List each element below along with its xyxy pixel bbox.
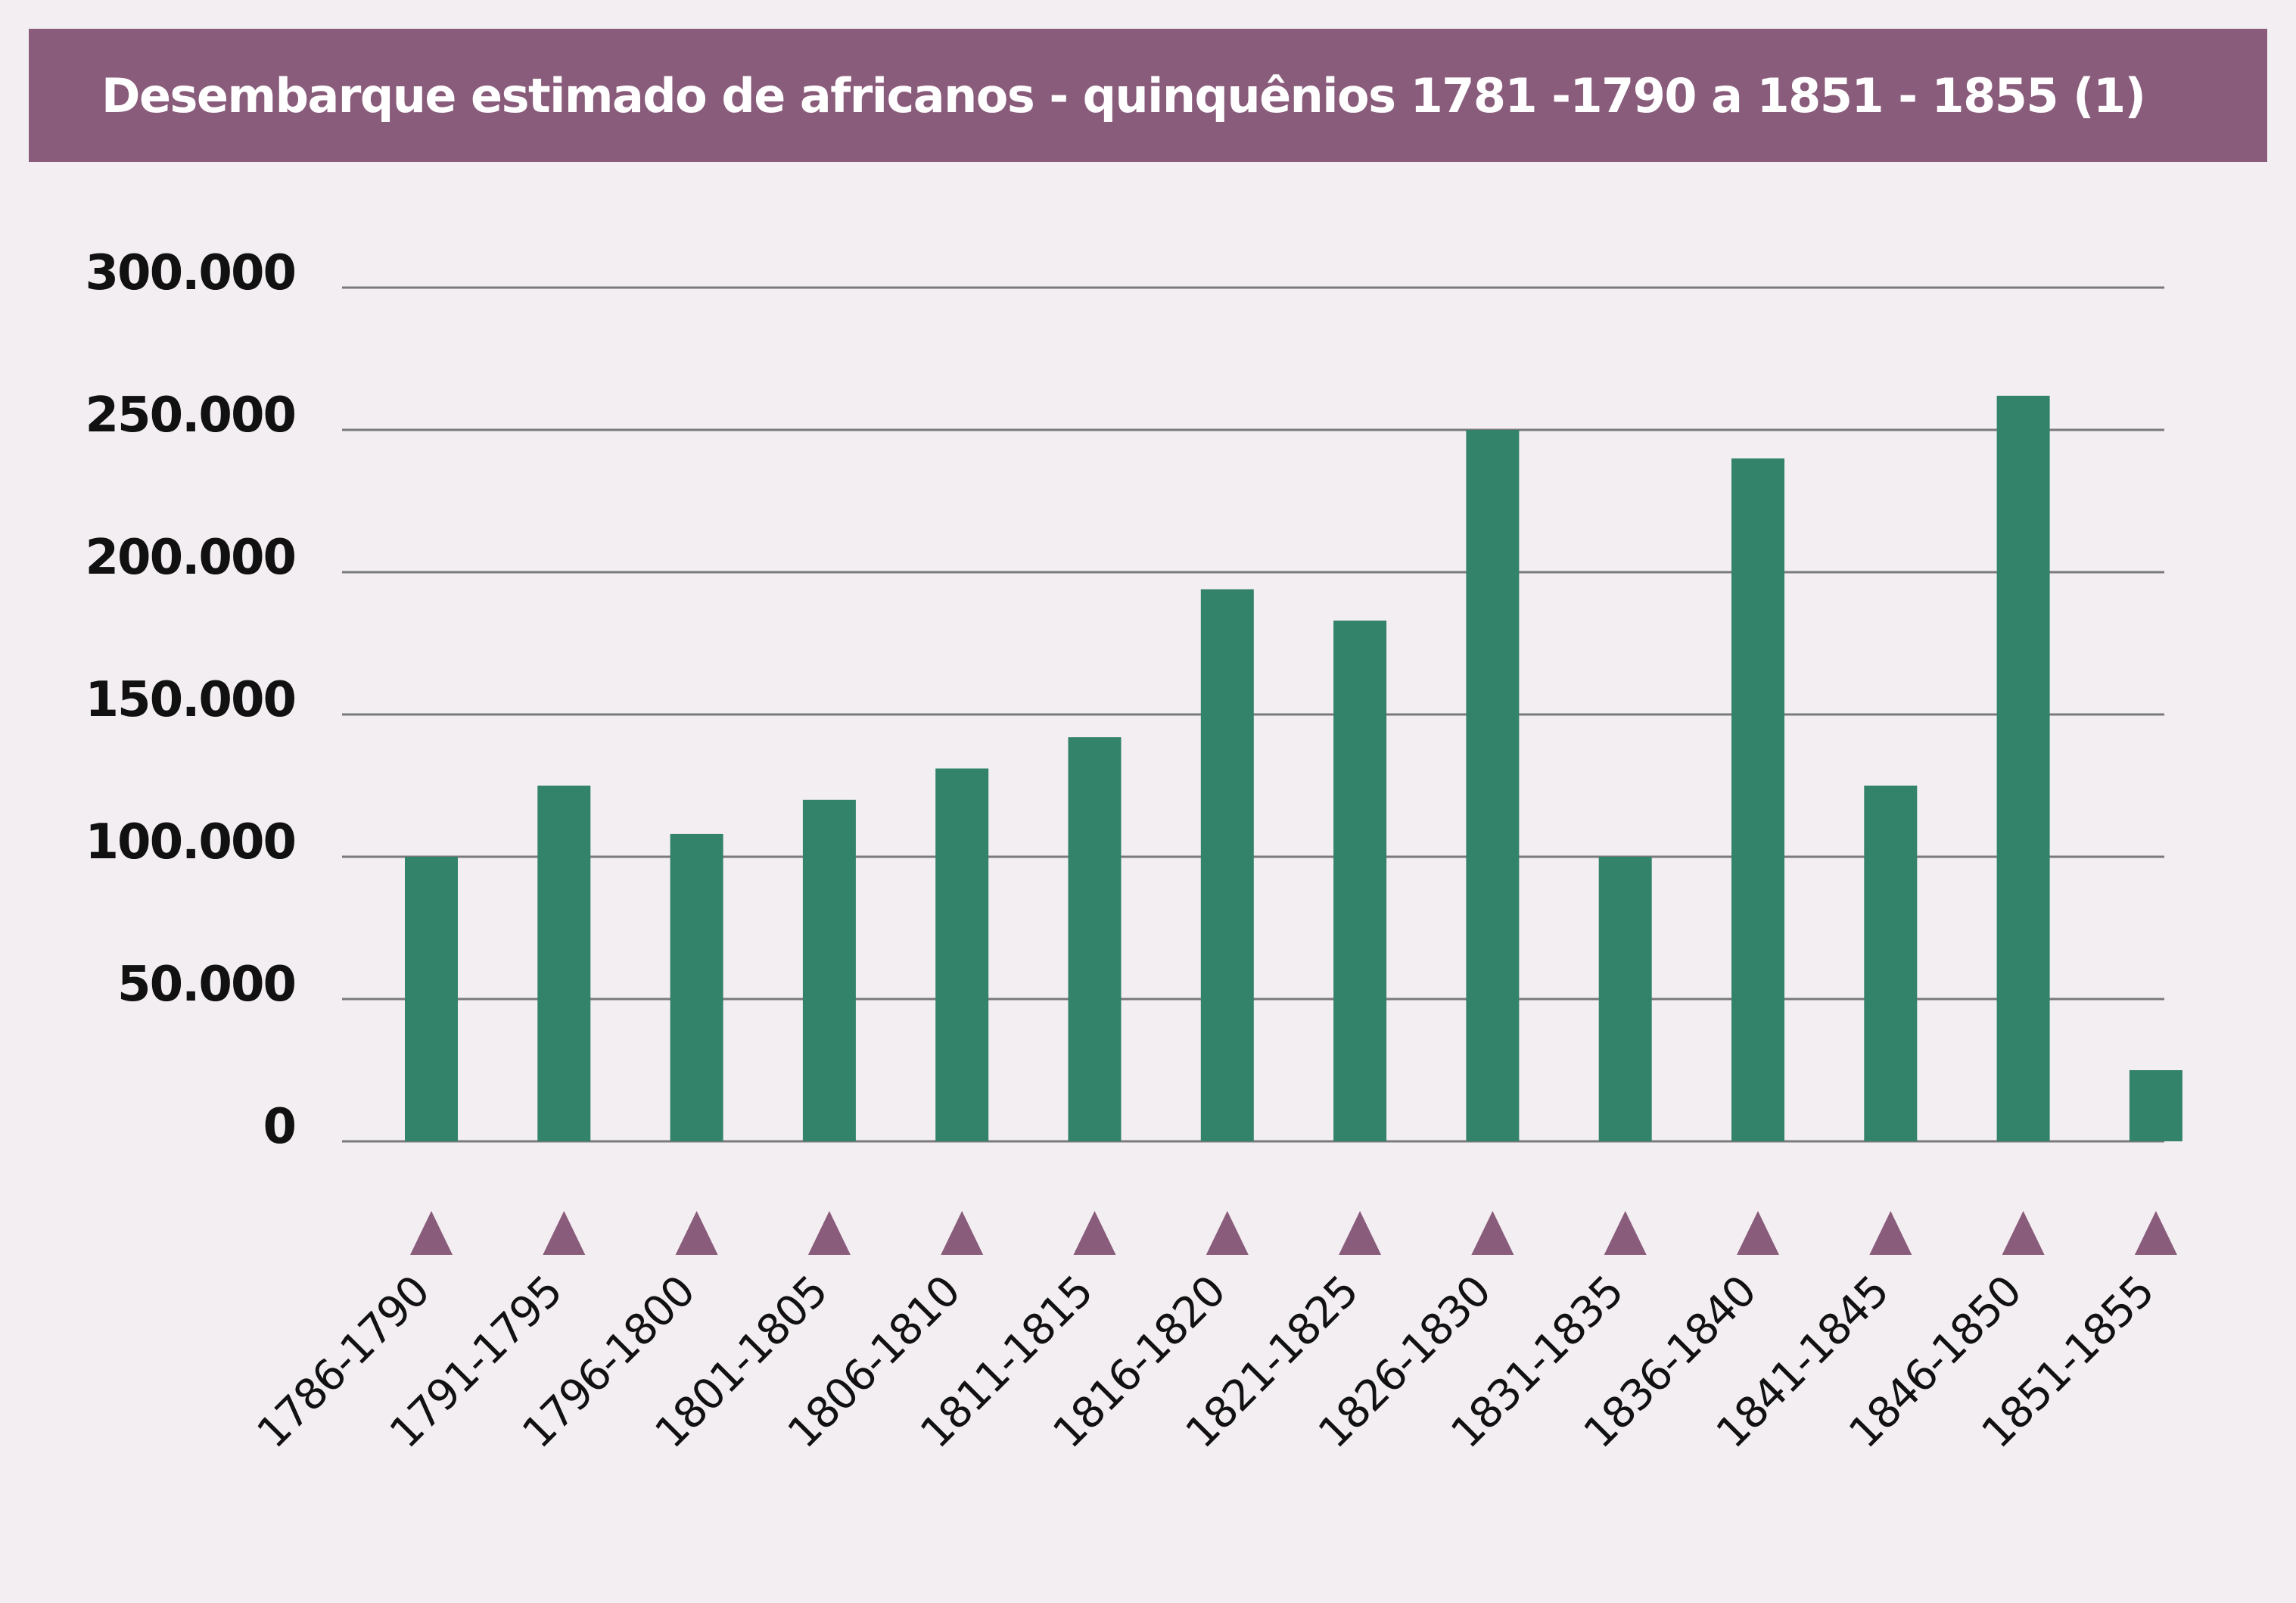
marker-triangle-1816-1820 — [1206, 1211, 1249, 1255]
y-tick-label-1: 50.000 — [117, 957, 295, 1013]
title-bar: Desembarque estimado de africanos - quin… — [29, 29, 2267, 162]
x-axis-ticks: 1786-17901791-17951796-18001801-18051806… — [248, 1267, 2164, 1458]
chart-title: Desembarque estimado de africanos - quin… — [101, 67, 2146, 123]
bar-1796-1800 — [670, 833, 723, 1141]
bar-1801-1805 — [802, 799, 856, 1141]
bar-1831-1835 — [1598, 857, 1652, 1141]
bar-1836-1840 — [1731, 458, 1784, 1141]
y-tick-label-4: 200.000 — [86, 530, 296, 586]
marker-triangle-1821-1825 — [1339, 1211, 1382, 1255]
marker-triangle-1841-1845 — [1869, 1211, 1912, 1255]
bar-1811-1815 — [1068, 737, 1122, 1141]
marker-triangle-1851-1855 — [2134, 1211, 2177, 1255]
bar-1846-1850 — [1996, 395, 2050, 1141]
y-tick-label-0: 0 — [263, 1099, 295, 1155]
marker-triangle-1806-1810 — [941, 1211, 984, 1255]
bars — [405, 395, 2182, 1141]
marker-triangle-1811-1815 — [1073, 1211, 1116, 1255]
bar-1816-1820 — [1200, 589, 1254, 1141]
bar-1851-1855 — [2129, 1070, 2182, 1141]
category-markers — [410, 1211, 2177, 1255]
marker-triangle-1801-1805 — [807, 1211, 851, 1255]
bar-1806-1810 — [935, 768, 989, 1141]
marker-triangle-1836-1840 — [1737, 1211, 1779, 1255]
marker-triangle-1826-1830 — [1471, 1211, 1514, 1255]
marker-triangle-1846-1850 — [2002, 1211, 2045, 1255]
bar-1786-1790 — [405, 857, 458, 1141]
y-tick-label-2: 100.000 — [86, 814, 296, 870]
y-tick-label-5: 250.000 — [86, 388, 296, 444]
marker-triangle-1831-1835 — [1604, 1211, 1647, 1255]
marker-triangle-1796-1800 — [675, 1211, 718, 1255]
marker-triangle-1786-1790 — [410, 1211, 453, 1255]
y-tick-label-3: 150.000 — [86, 672, 296, 728]
bar-1841-1845 — [1864, 786, 1918, 1141]
bar-1791-1795 — [537, 786, 591, 1141]
marker-triangle-1791-1795 — [543, 1211, 586, 1255]
bar-1821-1825 — [1333, 620, 1387, 1141]
bar-1826-1830 — [1466, 430, 1520, 1141]
y-tick-label-6: 300.000 — [86, 245, 296, 301]
y-axis-ticks: 0 50.000 100.000 150.000 200.000 250.000 300.0… — [86, 245, 297, 1155]
